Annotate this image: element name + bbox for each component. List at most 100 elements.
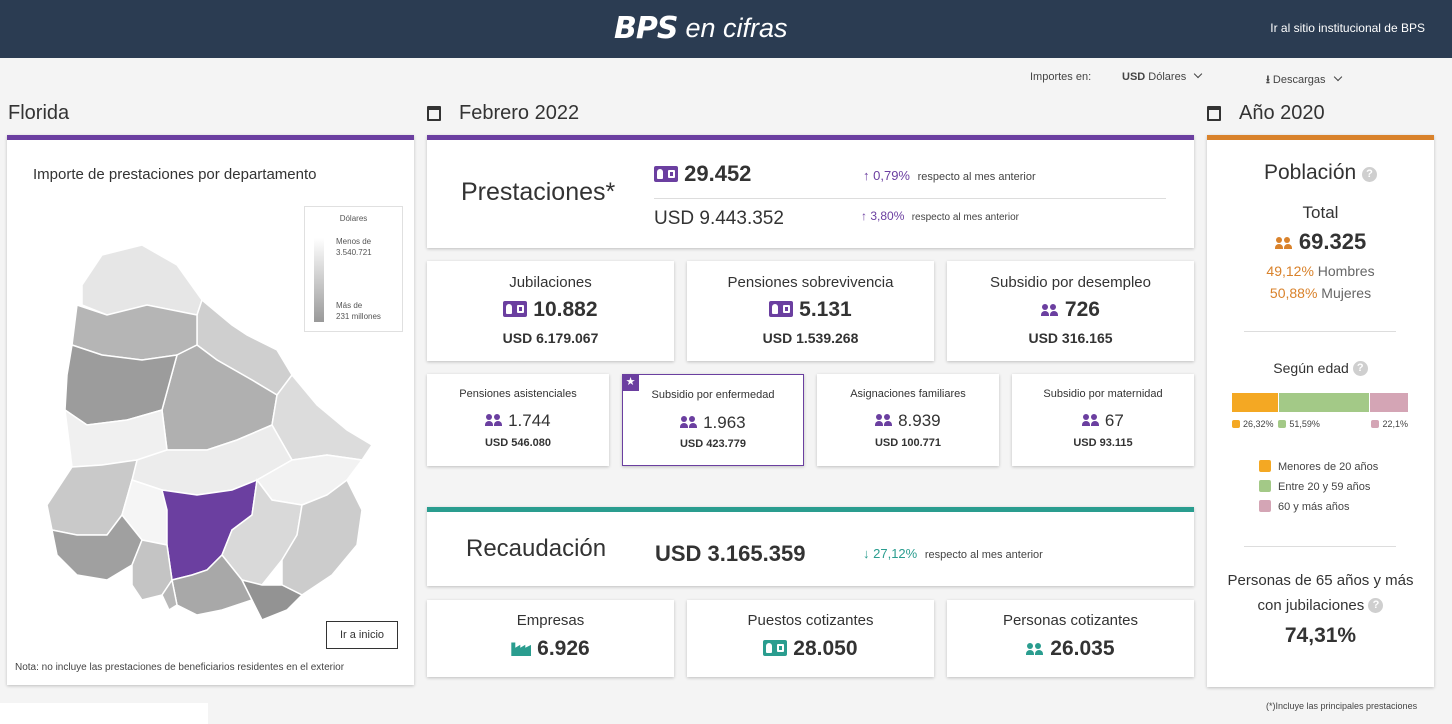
chevron-down-icon: [1194, 69, 1203, 79]
legend-max: Más de 231 millones: [336, 300, 381, 322]
jub-title-line2: con jubilaciones ?: [1207, 593, 1434, 618]
legend-title: Dólares: [339, 214, 368, 223]
help-icon[interactable]: ?: [1362, 167, 1378, 182]
age-pct-swatch: [1371, 420, 1380, 428]
recaudacion-change: ↓ 27,12% respecto al mes anterior: [863, 546, 1043, 561]
legend-gradient: [314, 238, 324, 322]
benefit-card-small[interactable]: Subsidio por maternidad 67 USD 93.115: [1012, 374, 1194, 466]
benefit-card-amount: USD 1.539.268: [762, 330, 859, 346]
hombres-pct: 49,12%: [1266, 263, 1314, 279]
benefit-card[interactable]: Subsidio por desempleo 726 USD 316.165: [947, 261, 1194, 361]
legend-min-line1: Menos de: [336, 237, 372, 246]
arrow-up-icon: ↑: [861, 209, 867, 223]
contrib-card-value-text: 28.050: [793, 637, 858, 660]
jub-title: Personas de 65 años y más con jubilacion…: [1207, 568, 1434, 618]
uruguay-map[interactable]: [47, 245, 377, 625]
people-icon: [1082, 414, 1100, 426]
department-cerro-largo[interactable]: [271, 373, 374, 461]
benefit-card-small-selected[interactable]: ★ Subsidio por enfermedad 1.963 USD 423.…: [622, 374, 804, 466]
age-bar-segment[interactable]: [1278, 393, 1370, 412]
id-card-icon: [769, 301, 794, 317]
star-icon: ★: [622, 374, 639, 391]
logo-suffix: en cifras: [685, 12, 788, 43]
department-san-jose[interactable]: [131, 539, 173, 601]
age-pct-text: 51,59%: [1289, 419, 1320, 429]
benefit-card-small[interactable]: Pensiones asistenciales 1.744 USD 546.08…: [427, 374, 609, 466]
benefit-card-count-value: 726: [1064, 298, 1100, 321]
download-icon: ⭳: [1266, 74, 1270, 86]
jub-title-line1: Personas de 65 años y más: [1227, 572, 1414, 589]
age-legend-label: Entre 20 y 59 años: [1278, 481, 1371, 493]
age-stacked-bar: [1232, 393, 1408, 412]
benefit-card-amount: USD 316.165: [1028, 330, 1113, 346]
logo-brand: BPS: [614, 10, 678, 46]
amount-change-text: respecto al mes anterior: [911, 212, 1019, 223]
total-value-text: 69.325: [1298, 229, 1367, 254]
institutional-link[interactable]: Ir al sitio institucional de BPS: [1270, 21, 1425, 35]
department-montevideo[interactable]: [161, 578, 178, 612]
benefit-card[interactable]: Pensiones sobrevivencia 5.131 USD 1.539.…: [687, 261, 934, 361]
benefit-card-label: Jubilaciones: [509, 274, 592, 291]
age-legend-label: Menores de 20 años: [1278, 461, 1379, 473]
benefit-card[interactable]: Jubilaciones 10.882 USD 6.179.067: [427, 261, 674, 361]
department-maldonado[interactable]: [240, 578, 304, 621]
age-legend-swatch: [1259, 460, 1271, 472]
small-card-count: 8.939: [817, 411, 999, 431]
currency-code: USD: [1122, 71, 1146, 83]
arrow-up-icon: ↑: [863, 168, 870, 183]
currency-select[interactable]: USD Dólares: [1122, 69, 1203, 83]
age-pct-swatch: [1278, 420, 1287, 428]
home-button[interactable]: Ir a inicio: [326, 621, 398, 649]
downloads-label: Descargas: [1272, 74, 1326, 86]
benefit-card-count-value: 5.131: [799, 298, 852, 321]
age-legend-swatch: [1259, 500, 1271, 512]
contrib-card[interactable]: Empresas 6.926: [427, 600, 674, 677]
edad-title-text: Según edad: [1273, 360, 1349, 376]
small-card-amount: USD 546.080: [484, 437, 552, 449]
small-card-label: Asignaciones familiares: [850, 388, 966, 400]
benefit-card-count-value: 10.882: [533, 298, 598, 321]
age-bar-segment[interactable]: [1369, 393, 1408, 412]
map-title: Importe de prestaciones por departamento: [33, 166, 317, 183]
small-card-count-value: 67: [1104, 411, 1124, 430]
contrib-card-label: Empresas: [516, 612, 585, 629]
prestaciones-count-change: ↑ 0,79% respecto al mes anterior: [863, 168, 1036, 183]
age-legend-swatch: [1259, 480, 1271, 492]
benefit-card-amount: USD 6.179.067: [502, 330, 599, 346]
age-legend-item: Entre 20 y 59 años: [1259, 480, 1378, 500]
age-pct-label: 22,1%: [1371, 419, 1408, 429]
recaudacion-amount: USD 3.165.359: [655, 541, 806, 566]
small-card-label: Pensiones asistenciales: [459, 388, 577, 400]
contrib-card-label: Personas cotizantes: [1002, 612, 1139, 629]
divider: [1244, 331, 1396, 332]
age-bar-segment[interactable]: [1232, 393, 1279, 412]
bps-logo[interactable]: BPS en cifras: [614, 10, 788, 46]
legend-max-line1: Más de: [336, 301, 363, 310]
prestaciones-label: Prestaciones*: [461, 178, 616, 206]
jub-title-line2-text: con jubilaciones: [1257, 597, 1365, 614]
department-rocha[interactable]: [281, 478, 363, 596]
prestaciones-count-value: 29.452: [684, 161, 752, 186]
id-card-icon: [654, 166, 678, 182]
contrib-card[interactable]: Puestos cotizantes 28.050: [687, 600, 934, 677]
mujeres-row: 50,88% Mujeres: [1207, 285, 1434, 301]
month-title: Febrero 2022: [427, 102, 579, 125]
help-icon[interactable]: ?: [1352, 361, 1368, 376]
id-card-icon: [503, 301, 528, 317]
people-icon: [680, 416, 698, 428]
contrib-card-value-text: 26.035: [1050, 637, 1115, 660]
benefit-card-small[interactable]: Asignaciones familiares 8.939 USD 100.77…: [817, 374, 999, 466]
downloads-button[interactable]: ⭳ Descargas: [1266, 71, 1342, 90]
department-artigas[interactable]: [81, 245, 203, 316]
home-button-label: Ir a inicio: [339, 629, 385, 641]
count-change-value: 0,79%: [873, 168, 910, 183]
amount-change-value: 3,80%: [870, 209, 905, 223]
recaudacion-change-value: 27,12%: [873, 546, 918, 561]
small-card-count-value: 8.939: [898, 411, 941, 430]
help-icon[interactable]: ?: [1368, 598, 1384, 613]
divider: [1244, 546, 1396, 547]
contrib-card[interactable]: Personas cotizantes 26.035: [947, 600, 1194, 677]
map-legend: Dólares Menos de 3.540.721 Más de 231 mi…: [304, 206, 403, 332]
year-panel: Población ? Total 69.325 49,12% Hombres …: [1207, 135, 1434, 687]
id-card-icon: [763, 640, 788, 656]
